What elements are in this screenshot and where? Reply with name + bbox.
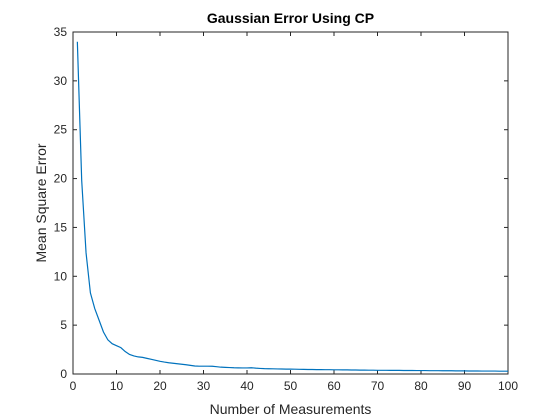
x-tick-label: 20 bbox=[153, 379, 167, 393]
series-line bbox=[76, 41, 508, 372]
x-tick-label: 60 bbox=[327, 379, 341, 393]
plot-area bbox=[72, 31, 509, 375]
y-tick-label: 30 bbox=[54, 74, 68, 88]
y-axis-label: Mean Square Error bbox=[33, 143, 49, 262]
x-tick-label: 80 bbox=[414, 379, 428, 393]
x-axis-label: Number of Measurements bbox=[210, 401, 372, 417]
x-tick-label: 30 bbox=[197, 379, 211, 393]
y-tick-label: 0 bbox=[60, 367, 67, 381]
x-tick-label: 90 bbox=[458, 379, 472, 393]
y-tick-label: 10 bbox=[54, 269, 68, 283]
y-axis: 0 5 10 15 20 25 30 35 bbox=[54, 25, 508, 381]
x-tick-label: 50 bbox=[284, 379, 298, 393]
y-tick-label: 5 bbox=[60, 318, 67, 332]
y-tick-label: 25 bbox=[54, 123, 68, 137]
x-tick-label: 10 bbox=[110, 379, 124, 393]
chart-title: Gaussian Error Using CP bbox=[207, 10, 374, 26]
x-tick-label: 70 bbox=[371, 379, 385, 393]
y-tick-label: 15 bbox=[54, 220, 68, 234]
y-tick-label: 20 bbox=[54, 172, 68, 186]
x-tick-label: 100 bbox=[498, 379, 518, 393]
x-tick-label: 0 bbox=[70, 379, 77, 393]
x-axis: 0 10 20 30 40 50 60 70 80 90 100 bbox=[70, 32, 518, 393]
y-tick-label: 35 bbox=[54, 25, 68, 39]
x-tick-label: 40 bbox=[240, 379, 254, 393]
